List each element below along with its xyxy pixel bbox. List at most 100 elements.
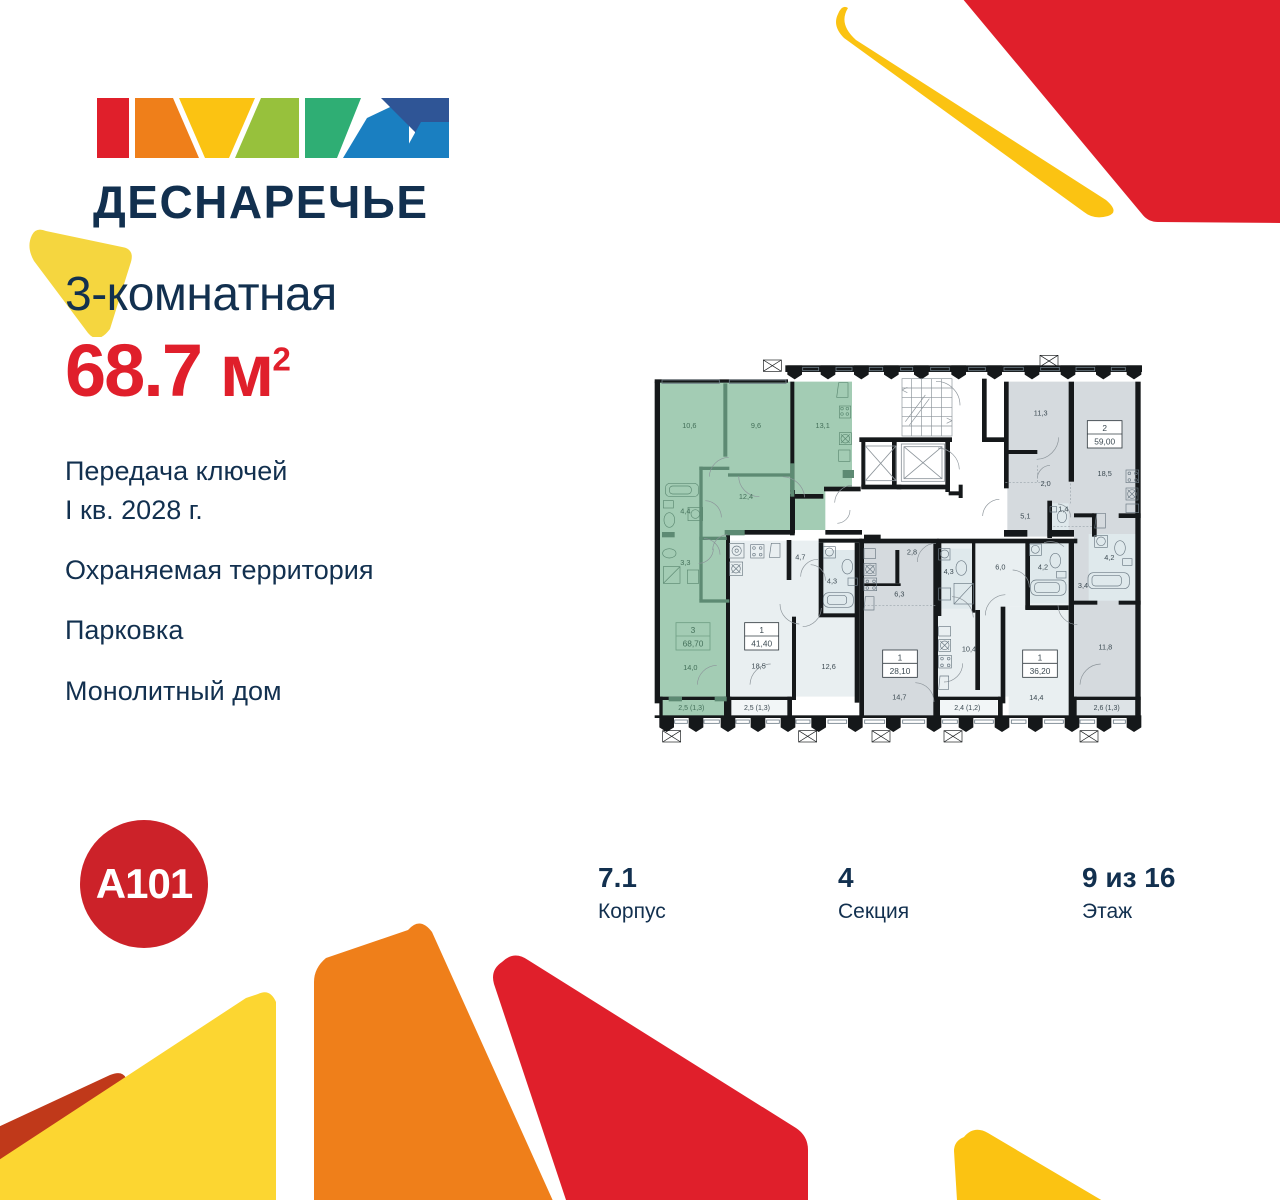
meta-floor: 9 из 16 Этаж bbox=[1082, 862, 1175, 925]
apartment-tag: 3 68,70 bbox=[675, 622, 711, 651]
apartment-tag: 1 36,20 bbox=[1022, 649, 1058, 678]
deco-top-right bbox=[820, 0, 1280, 230]
room-area-label: 14,7 bbox=[892, 692, 906, 701]
meta-section: 4 Секция bbox=[838, 862, 909, 925]
vent-markers bbox=[662, 355, 1099, 743]
balcony-labels: 2,5 (1,3) 2,5 (1,3) 2,4 (1,2) 2,6 (1,3) bbox=[678, 705, 1119, 712]
room-area-label: 3,3 bbox=[680, 558, 690, 567]
apartment-tag: 2 59,00 bbox=[1086, 420, 1123, 449]
door-swings bbox=[697, 381, 1101, 703]
room-area-label: 4,2 bbox=[1104, 553, 1114, 562]
room-area-label: 2,0 bbox=[1041, 479, 1051, 488]
deco-red-wedge bbox=[963, 0, 1280, 223]
apartment-info: 3-комнатная 68.7 м2 Передача ключей I кв… bbox=[29, 229, 535, 732]
room-area-label: 14,4 bbox=[1029, 693, 1043, 702]
balcony-area-label: 2,5 (1,3) bbox=[744, 705, 770, 712]
room-area-label: 4,4 bbox=[680, 507, 690, 516]
deco-bottom-orange bbox=[300, 920, 630, 1200]
deco-corner-yellow bbox=[954, 1129, 1102, 1200]
room-area-label: 4,7 bbox=[795, 552, 805, 561]
meta-floor-label: Этаж bbox=[1082, 900, 1133, 924]
area-number: 68.7 bbox=[65, 329, 203, 413]
room-area-label: 10,4 bbox=[962, 645, 976, 654]
room-area-label: 18,5 bbox=[1098, 469, 1112, 478]
room-labels: 10,6 9,6 13,1 12,4 4,4 3,3 14,0 18,5 4,7 4,3 12,6 6… bbox=[680, 409, 1114, 702]
meta-floor-value: 9 из 16 bbox=[1082, 862, 1176, 893]
deco-orange-triangle bbox=[314, 923, 553, 1200]
svg-text:41,40: 41,40 bbox=[751, 639, 772, 649]
windows bbox=[661, 366, 1126, 724]
room-area-label: 2,8 bbox=[907, 548, 917, 557]
room-area-label: 12,6 bbox=[822, 662, 836, 671]
area-unit: м bbox=[219, 329, 275, 413]
svg-text:1: 1 bbox=[1038, 652, 1043, 662]
deco-bottom-left bbox=[0, 1020, 390, 1200]
balcony-area-label: 2,6 (1,3) bbox=[1094, 705, 1120, 712]
room-area-label: 11,3 bbox=[1034, 409, 1048, 418]
room-area-label: 3,4 bbox=[1078, 581, 1088, 590]
room-area-label: 5,1 bbox=[1020, 511, 1030, 520]
balcony-area-label: 2,5 (1,3) bbox=[678, 705, 704, 712]
deco-yellow-accent-triangle bbox=[18, 225, 138, 342]
elevator-icon bbox=[864, 443, 946, 482]
room-area-label: 4,2 bbox=[1038, 563, 1048, 572]
area-value: 68.7 м2 bbox=[65, 334, 535, 408]
feature-item: Передача ключей I кв. 2028 г. bbox=[65, 452, 535, 529]
feature-line1: Передача ключей bbox=[65, 456, 288, 487]
area-superscript: 2 bbox=[272, 341, 290, 379]
room-area-label: 10,6 bbox=[682, 421, 696, 430]
room-area-label: 18,5 bbox=[752, 661, 766, 670]
stair-core-icon bbox=[901, 378, 953, 437]
deco-red-triangle bbox=[493, 955, 808, 1200]
dashed-niches bbox=[864, 465, 1092, 606]
feature-item: Охраняемая территория bbox=[65, 555, 374, 586]
room-area-label: 9,6 bbox=[751, 421, 761, 430]
logo-wordmark: ДЕСНАРЕЧЬЕ bbox=[93, 176, 429, 228]
svg-text:68,70: 68,70 bbox=[683, 639, 704, 649]
room-area-label: 6,0 bbox=[995, 563, 1005, 572]
feature-item: Монолитный дом bbox=[65, 675, 282, 706]
svg-text:36,20: 36,20 bbox=[1030, 666, 1051, 676]
a101-badge: A101 bbox=[80, 820, 208, 948]
room-area-label: 13,1 bbox=[816, 421, 830, 430]
deco-darkred-sliver bbox=[0, 1073, 128, 1186]
floor-plan-svg: 10,6 9,6 13,1 12,4 4,4 3,3 14,0 18,5 4,7 4,3 12,6 6… bbox=[654, 355, 1142, 743]
plumbing-fixtures bbox=[662, 382, 1139, 690]
facade-piers bbox=[659, 365, 1142, 732]
svg-text:3: 3 bbox=[691, 625, 696, 635]
svg-text:1: 1 bbox=[759, 625, 764, 635]
room-area-label: 12,4 bbox=[739, 492, 753, 501]
meta-korpus: 7.1 Корпус bbox=[598, 862, 666, 925]
room-area-label: 11,8 bbox=[1098, 642, 1112, 651]
interior-partitions bbox=[662, 383, 854, 702]
meta-section-label: Секция bbox=[838, 900, 910, 924]
apartment-tag: 1 28,10 bbox=[882, 649, 918, 678]
apartment-tag: 1 41,40 bbox=[744, 622, 780, 651]
room-area-label: 14,0 bbox=[683, 663, 697, 672]
deco-bottom-yellow bbox=[0, 980, 310, 1200]
svg-text:2: 2 bbox=[1102, 423, 1107, 433]
brand-logo: ДЕСНАРЕЧЬЕ bbox=[93, 92, 473, 225]
logo-mark-icon bbox=[97, 98, 449, 158]
page-title: 3-комнатная bbox=[65, 268, 337, 321]
deco-bottom-red bbox=[480, 950, 900, 1200]
svg-text:28,10: 28,10 bbox=[890, 666, 911, 676]
feature-list: Передача ключей I кв. 2028 г. Охраняемая… bbox=[65, 452, 535, 710]
meta-section-value: 4 bbox=[838, 862, 854, 893]
feature-line2: I кв. 2028 г. bbox=[65, 494, 203, 525]
floor-plan[interactable]: 10,6 9,6 13,1 12,4 4,4 3,3 14,0 18,5 4,7 4,3 12,6 6… bbox=[580, 350, 1220, 750]
feature-item: Парковка bbox=[65, 615, 184, 646]
deco-yellow-triangle bbox=[0, 992, 276, 1200]
deco-bottom-right-yellow bbox=[950, 1125, 1130, 1200]
room-area-label: 4,3 bbox=[827, 576, 837, 585]
deco-yellow-sliver bbox=[836, 6, 1114, 218]
structural-walls bbox=[654, 365, 1142, 719]
balcony-area-label: 2,4 (1,2) bbox=[954, 705, 980, 712]
room-area-label: 1,4 bbox=[1058, 504, 1068, 513]
svg-text:59,00: 59,00 bbox=[1094, 437, 1115, 447]
svg-text:1: 1 bbox=[898, 652, 903, 662]
room-area-label: 4,3 bbox=[944, 567, 954, 576]
meta-korpus-value: 7.1 bbox=[598, 862, 637, 893]
meta-korpus-label: Корпус bbox=[598, 900, 666, 924]
